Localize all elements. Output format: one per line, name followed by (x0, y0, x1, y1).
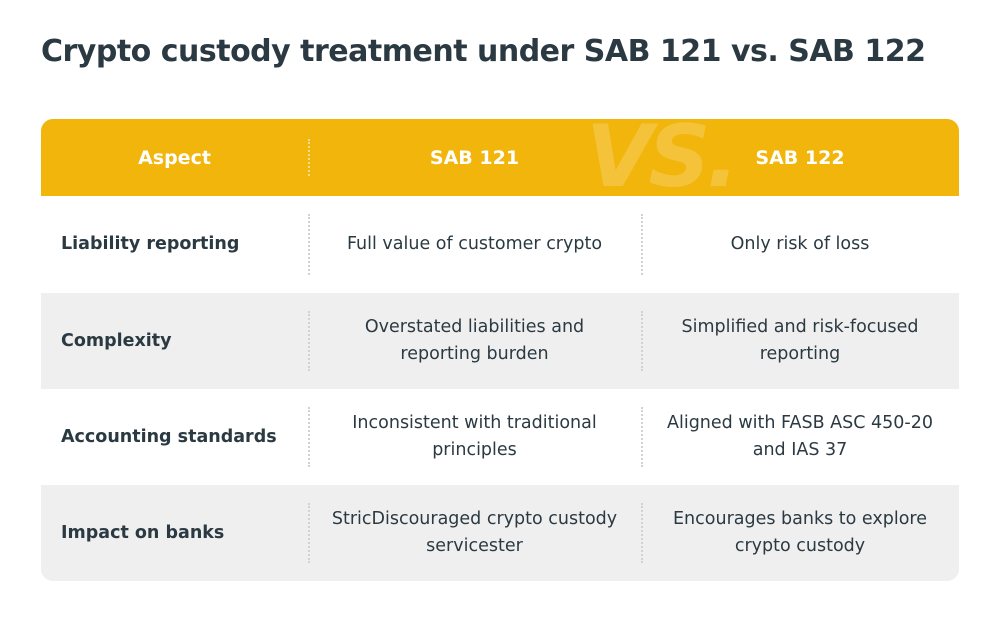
table-row: Complexity Overstated liabilities and re… (41, 293, 959, 389)
row-aspect-label: Complexity (61, 330, 172, 351)
header-divider (308, 139, 310, 176)
comparison-table: VS. Aspect SAB 121 SAB 122 Liability rep… (41, 119, 959, 581)
table-row: Accounting standards Inconsistent with t… (41, 389, 959, 485)
row-divider (641, 214, 643, 275)
header-sab121: SAB 121 (429, 146, 520, 169)
table-row: Impact on banks StricDiscouraged crypto … (41, 485, 959, 581)
table-header: VS. Aspect SAB 121 SAB 122 (41, 119, 959, 207)
header-sab122: SAB 122 (755, 146, 845, 169)
row-sab122-value: Simplified and risk-focused reporting (681, 317, 919, 364)
row-divider (308, 311, 310, 371)
row-divider (308, 214, 310, 275)
row-divider (308, 407, 310, 467)
row-sab121-value: Full value of customer crypto (346, 234, 603, 254)
row-divider (641, 503, 643, 563)
row-sab121-value: Inconsistent with traditional principles (352, 413, 597, 460)
row-sab122-value: Aligned with FASB ASC 450-20 and IAS 37 (667, 413, 933, 460)
row-aspect-label: Accounting standards (61, 426, 277, 447)
page-title: Crypto custody treatment under SAB 121 v… (41, 34, 926, 69)
row-divider (641, 311, 643, 371)
header-aspect: Aspect (138, 146, 211, 169)
row-divider (308, 503, 310, 563)
row-sab122-value: Only risk of loss (730, 234, 870, 254)
table-row: Liability reporting Full value of custom… (41, 196, 959, 293)
row-aspect-label: Impact on banks (61, 522, 225, 543)
row-sab121-value: Overstated liabilities and reporting bur… (364, 317, 585, 364)
vs-watermark: VS. (586, 119, 739, 207)
row-sab122-value: Encourages banks to explore crypto custo… (673, 509, 927, 556)
row-divider (641, 407, 643, 467)
row-sab121-value: StricDiscouraged crypto custody services… (331, 509, 618, 556)
row-aspect-label: Liability reporting (61, 234, 240, 254)
